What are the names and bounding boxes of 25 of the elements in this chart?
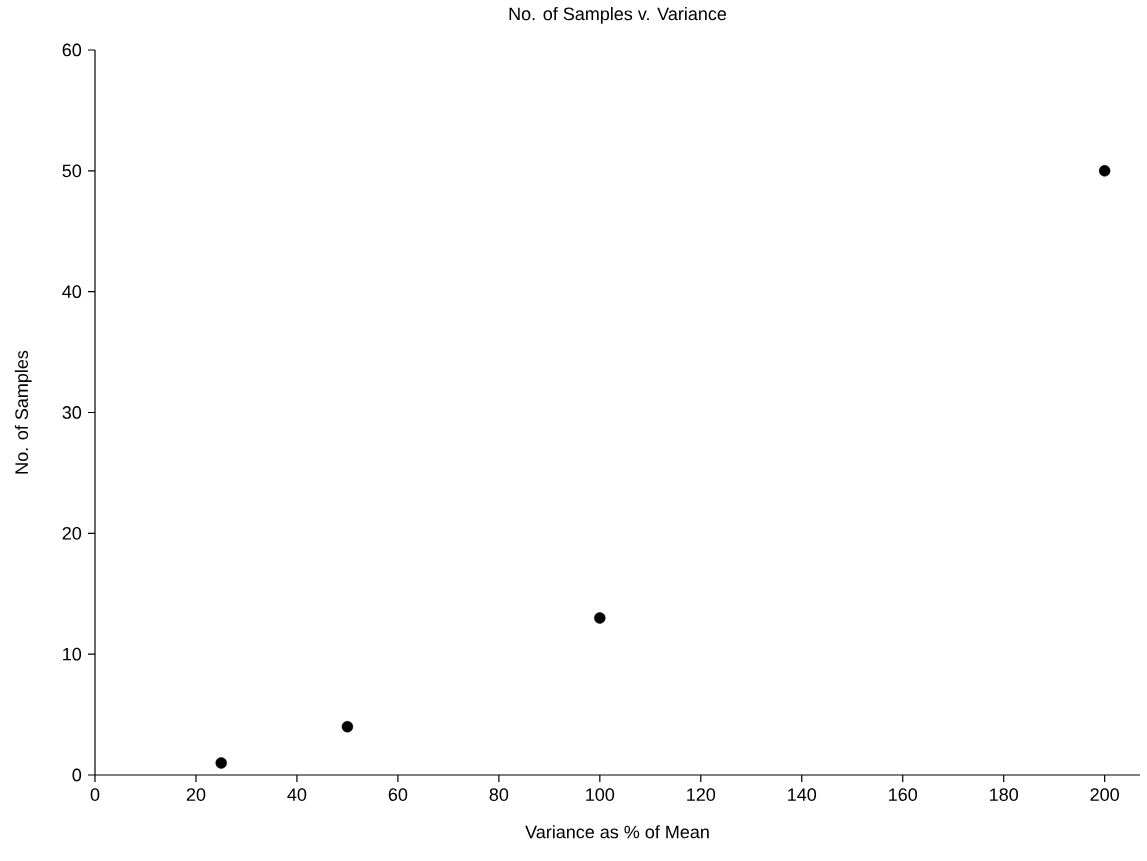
- y-tick-label: 50: [62, 164, 82, 178]
- x-tick-label: 100: [586, 788, 615, 801]
- x-tick-label: 120: [687, 788, 716, 801]
- point: [341, 720, 354, 733]
- x-tick-label: 80: [489, 788, 509, 801]
- y-tick-label: 20: [62, 526, 82, 540]
- x-tick-label: 20: [186, 788, 206, 801]
- x-tick-label: 200: [1090, 788, 1119, 801]
- x-tick-label: 180: [990, 788, 1019, 801]
- x-tick-label: 140: [788, 788, 817, 801]
- point: [1098, 165, 1111, 177]
- y-tick-label: 10: [63, 647, 82, 661]
- x-tick-label: 0: [90, 788, 100, 801]
- y-tick-label: 0: [72, 768, 82, 782]
- y-tick-label: 60: [62, 43, 82, 57]
- point: [594, 612, 606, 624]
- point: [215, 757, 227, 769]
- y-tick-label: 30: [62, 406, 82, 419]
- x-axis-title: Variance as % of Mean: [525, 825, 709, 839]
- x-tick-label: 160: [889, 788, 918, 801]
- y-tick-label: 40: [62, 285, 82, 299]
- chart-title: No. of Samples v. Variance: [509, 7, 727, 24]
- y-axis-title: No. of Samples: [14, 350, 32, 474]
- x-tick-label: 60: [388, 788, 408, 801]
- x-tick-label: 40: [287, 788, 307, 801]
